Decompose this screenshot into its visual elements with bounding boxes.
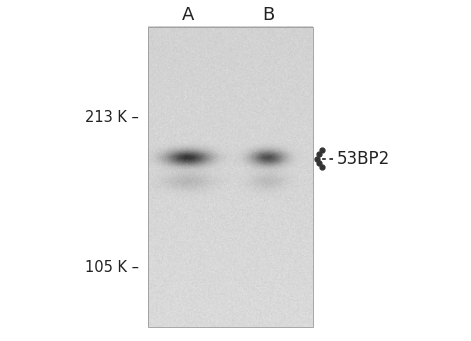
- Bar: [148, 27, 313, 327]
- Text: 53BP2: 53BP2: [337, 150, 390, 167]
- Text: 213 K –: 213 K –: [85, 110, 139, 125]
- Text: A: A: [182, 6, 195, 24]
- Text: 105 K –: 105 K –: [85, 260, 139, 275]
- Text: B: B: [262, 6, 275, 24]
